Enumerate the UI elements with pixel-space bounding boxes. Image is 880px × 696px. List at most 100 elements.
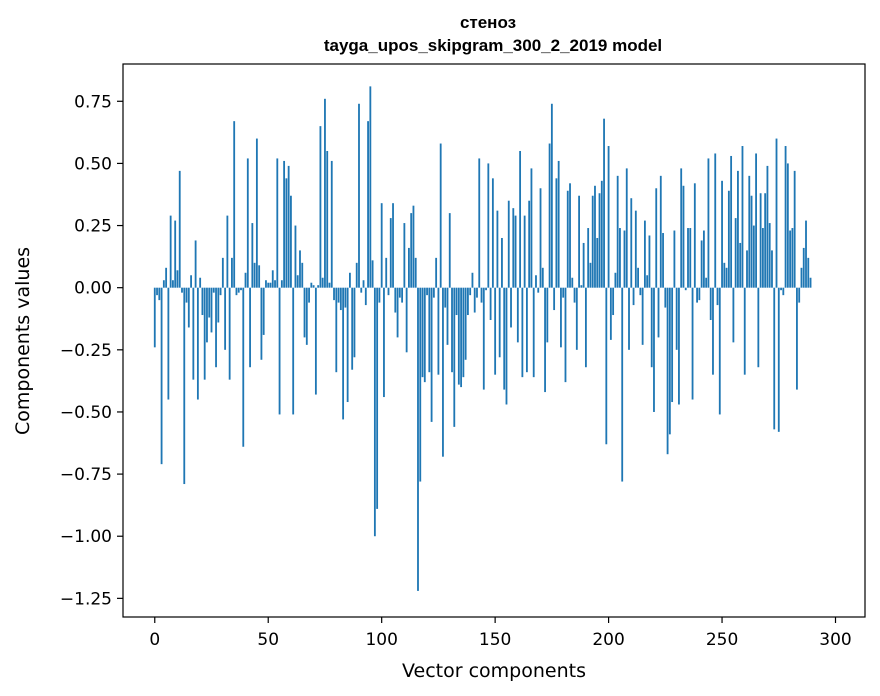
bar [412, 205, 415, 288]
bar [210, 287, 213, 333]
bar [160, 287, 163, 465]
bar [546, 287, 549, 343]
y-axis-ticks: 0.75 0.50 0.25 0.00 −0.25 −0.50 −0.75 −1.00 −1.2… [60, 92, 123, 609]
bar [739, 242, 742, 288]
bar [278, 287, 281, 415]
bar [430, 287, 433, 422]
bar [555, 178, 558, 288]
bar [396, 287, 399, 338]
bar [339, 287, 342, 311]
bar [737, 170, 739, 288]
bar [675, 287, 678, 350]
bar [219, 287, 222, 296]
bar [183, 287, 186, 485]
bar [260, 287, 263, 360]
x-tick-label: 300 [819, 630, 851, 650]
bar [566, 190, 569, 288]
bar [321, 277, 324, 288]
bar [523, 215, 526, 288]
bar [237, 287, 240, 293]
bar [709, 287, 712, 320]
bar [187, 287, 190, 328]
bar [780, 287, 782, 291]
bar [619, 228, 621, 288]
bar [328, 282, 331, 288]
bar [385, 257, 388, 288]
bar [185, 287, 188, 303]
bar [641, 287, 644, 345]
bar [228, 287, 231, 380]
bar [775, 138, 778, 288]
bar [630, 198, 633, 288]
bar [662, 233, 664, 288]
bar [292, 287, 295, 415]
bar [628, 287, 630, 350]
bar [612, 287, 615, 316]
bar [360, 287, 363, 293]
bar [507, 200, 510, 288]
bar [646, 275, 649, 288]
bar [265, 280, 267, 288]
bar [344, 287, 347, 308]
bar [455, 287, 458, 316]
bar [793, 170, 796, 288]
bar [233, 121, 236, 288]
bar [401, 287, 404, 303]
bar [276, 158, 279, 288]
bar [317, 285, 320, 288]
bar [181, 287, 183, 293]
bar [666, 287, 669, 455]
bar [802, 247, 805, 288]
bar [734, 218, 737, 288]
bar [786, 163, 789, 288]
bar [650, 287, 653, 368]
bar [607, 146, 610, 288]
bar [446, 287, 449, 345]
bar [766, 165, 769, 288]
bar [167, 287, 170, 400]
bar [444, 287, 447, 308]
bar [616, 175, 619, 288]
x-tick-label: 150 [479, 630, 511, 650]
bar [716, 287, 719, 306]
y-axis-label: Components values [12, 247, 34, 435]
bar [373, 287, 376, 537]
bar [659, 175, 662, 288]
bar [253, 262, 256, 288]
bar [632, 287, 635, 306]
bar [671, 287, 674, 403]
bar [553, 287, 556, 311]
bar [791, 228, 794, 288]
bar [748, 175, 751, 288]
bar [308, 287, 310, 303]
bar [240, 287, 242, 291]
bar [296, 275, 299, 288]
bar [462, 287, 465, 378]
bar [319, 126, 322, 288]
bar [598, 193, 601, 288]
bar [496, 210, 499, 288]
bar [439, 143, 442, 288]
chart-title-line1: стеноз [460, 13, 516, 32]
bar [580, 285, 583, 288]
bar [405, 287, 408, 353]
bar [376, 287, 379, 509]
bar [571, 277, 574, 288]
bar [215, 287, 217, 368]
bar [569, 183, 571, 288]
bar [478, 158, 481, 288]
bar [535, 275, 537, 288]
bar [389, 218, 392, 288]
bar [314, 287, 317, 395]
bar [564, 287, 567, 383]
bar [387, 287, 390, 296]
y-tick-label: 0.00 [74, 279, 112, 299]
bar [805, 220, 807, 288]
bar [796, 287, 798, 390]
bar [680, 168, 683, 288]
bar [519, 150, 522, 288]
bar [428, 287, 431, 373]
bar [501, 237, 503, 288]
bar [573, 287, 576, 303]
bar [242, 287, 245, 447]
